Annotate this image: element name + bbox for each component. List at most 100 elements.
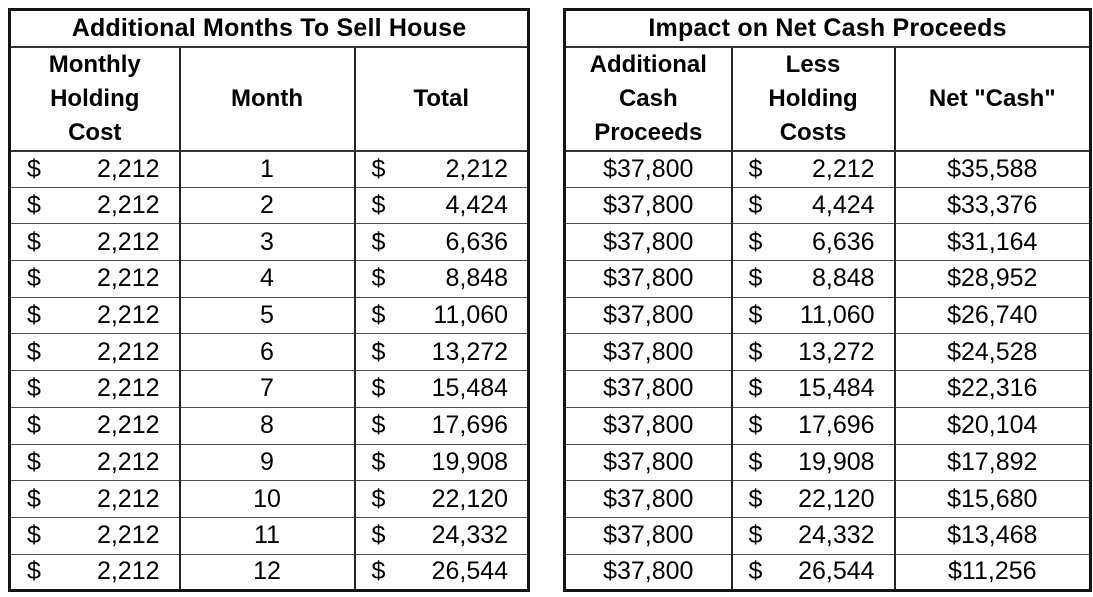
less-holding-costs-cell: $ 8,848 xyxy=(730,260,896,298)
additional-cash-proceeds-cell: $37,800 xyxy=(563,150,733,188)
table-row: $ 2,212 7 $ 15,484 xyxy=(8,370,530,408)
currency-symbol: $ xyxy=(27,484,41,513)
amount: 26,544 xyxy=(798,557,875,586)
table-row: $ 2,212 6 $ 13,272 xyxy=(8,333,530,372)
total-cell: $ 2,212 xyxy=(353,150,530,188)
net-cash-table-body: $37,800 $ 2,212 $35,588 $37,800 $ 4,424 … xyxy=(563,150,1092,592)
column-header-monthly-holding-cost: Monthly Holding Cost xyxy=(8,46,181,152)
less-holding-costs-cell: $ 13,272 xyxy=(730,333,896,372)
table-row: $37,800 $ 19,908 $17,892 xyxy=(563,443,1092,482)
total-cell: $ 24,332 xyxy=(353,516,530,555)
currency-symbol: $ xyxy=(27,191,41,220)
amount: 13,272 xyxy=(431,337,509,366)
currency-symbol: $ xyxy=(27,521,41,550)
month-cell: 2 xyxy=(178,186,356,225)
month-cell: 9 xyxy=(178,443,356,482)
net-cash-cell: $15,680 xyxy=(893,480,1092,518)
total-cell: $ 17,696 xyxy=(353,406,530,445)
table-row: $ 2,212 2 $ 4,424 xyxy=(8,186,530,225)
table-row: $ 2,212 5 $ 11,060 xyxy=(8,296,530,335)
monthly-holding-cost-cell: $ 2,212 xyxy=(8,553,181,592)
amount: 2,212 xyxy=(96,521,160,550)
additional-cash-proceeds-cell: $37,800 xyxy=(563,333,733,372)
currency-symbol: $ xyxy=(371,264,386,293)
currency-symbol: $ xyxy=(27,227,41,256)
table-row: $37,800 $ 2,212 $35,588 xyxy=(563,150,1092,188)
table-title-row: Additional Months To Sell House xyxy=(8,9,530,48)
column-header-month: Month xyxy=(178,46,356,152)
table-row: $37,800 $ 24,332 $13,468 xyxy=(563,516,1092,555)
currency-symbol: $ xyxy=(748,484,763,513)
table-title: Additional Months To Sell House xyxy=(8,9,530,48)
less-holding-costs-cell: $ 24,332 xyxy=(730,516,896,555)
table-row: $37,800 $ 26,544 $11,256 xyxy=(563,553,1092,592)
monthly-holding-cost-cell: $ 2,212 xyxy=(8,296,181,335)
currency-symbol: $ xyxy=(27,411,41,440)
table-row: $ 2,212 11 $ 24,332 xyxy=(8,516,530,555)
amount: 2,212 xyxy=(96,411,160,440)
currency-symbol: $ xyxy=(748,191,763,220)
currency-symbol: $ xyxy=(371,411,386,440)
additional-cash-proceeds-cell: $37,800 xyxy=(563,443,733,482)
less-holding-costs-cell: $ 19,908 xyxy=(730,443,896,482)
month-cell: 6 xyxy=(178,333,356,372)
currency-symbol: $ xyxy=(27,154,41,183)
amount: 11,060 xyxy=(433,301,509,330)
amount: 26,544 xyxy=(431,557,509,586)
currency-symbol: $ xyxy=(748,301,763,330)
currency-symbol: $ xyxy=(27,447,41,476)
currency-symbol: $ xyxy=(371,227,386,256)
additional-cash-proceeds-cell: $37,800 xyxy=(563,516,733,555)
net-cash-cell: $22,316 xyxy=(893,370,1092,408)
amount: 6,636 xyxy=(811,227,875,256)
amount: 15,484 xyxy=(798,374,875,403)
currency-symbol: $ xyxy=(371,557,386,586)
table-row: $37,800 $ 17,696 $20,104 xyxy=(563,406,1092,445)
amount: 8,848 xyxy=(445,264,509,293)
currency-symbol: $ xyxy=(371,191,386,220)
column-header-additional-cash-proceeds: Additional Cash Proceeds xyxy=(563,46,733,152)
month-cell: 3 xyxy=(178,223,356,262)
column-header-total: Total xyxy=(353,46,530,152)
monthly-holding-cost-cell: $ 2,212 xyxy=(8,260,181,298)
amount: 2,212 xyxy=(96,154,160,183)
currency-symbol: $ xyxy=(748,337,763,366)
table-row: $37,800 $ 11,060 $26,740 xyxy=(563,296,1092,335)
currency-symbol: $ xyxy=(748,521,763,550)
month-cell: 1 xyxy=(178,150,356,188)
amount: 22,120 xyxy=(431,484,509,513)
amount: 19,908 xyxy=(798,447,875,476)
table-row: $ 2,212 10 $ 22,120 xyxy=(8,480,530,518)
amount: 2,212 xyxy=(96,484,160,513)
additional-cash-proceeds-cell: $37,800 xyxy=(563,260,733,298)
amount: 2,212 xyxy=(811,154,875,183)
currency-symbol: $ xyxy=(27,374,41,403)
currency-symbol: $ xyxy=(748,264,763,293)
currency-symbol: $ xyxy=(748,154,763,183)
net-cash-cell: $13,468 xyxy=(893,516,1092,555)
monthly-holding-cost-cell: $ 2,212 xyxy=(8,370,181,408)
monthly-holding-cost-cell: $ 2,212 xyxy=(8,406,181,445)
currency-symbol: $ xyxy=(371,374,386,403)
monthly-holding-cost-cell: $ 2,212 xyxy=(8,333,181,372)
column-header-net-cash: Net "Cash" xyxy=(893,46,1092,152)
additional-cash-proceeds-cell: $37,800 xyxy=(563,406,733,445)
amount: 17,696 xyxy=(431,411,509,440)
table-row: $ 2,212 8 $ 17,696 xyxy=(8,406,530,445)
total-cell: $ 19,908 xyxy=(353,443,530,482)
month-cell: 12 xyxy=(178,553,356,592)
currency-symbol: $ xyxy=(27,557,41,586)
currency-symbol: $ xyxy=(748,557,763,586)
month-cell: 5 xyxy=(178,296,356,335)
currency-symbol: $ xyxy=(27,301,41,330)
amount: 13,272 xyxy=(798,337,875,366)
currency-symbol: $ xyxy=(371,484,386,513)
amount: 4,424 xyxy=(811,191,875,220)
amount: 2,212 xyxy=(96,264,160,293)
amount: 2,212 xyxy=(445,154,509,183)
total-cell: $ 22,120 xyxy=(353,480,530,518)
additional-cash-proceeds-cell: $37,800 xyxy=(563,186,733,225)
currency-symbol: $ xyxy=(371,154,386,183)
amount: 2,212 xyxy=(96,227,160,256)
less-holding-costs-cell: $ 4,424 xyxy=(730,186,896,225)
